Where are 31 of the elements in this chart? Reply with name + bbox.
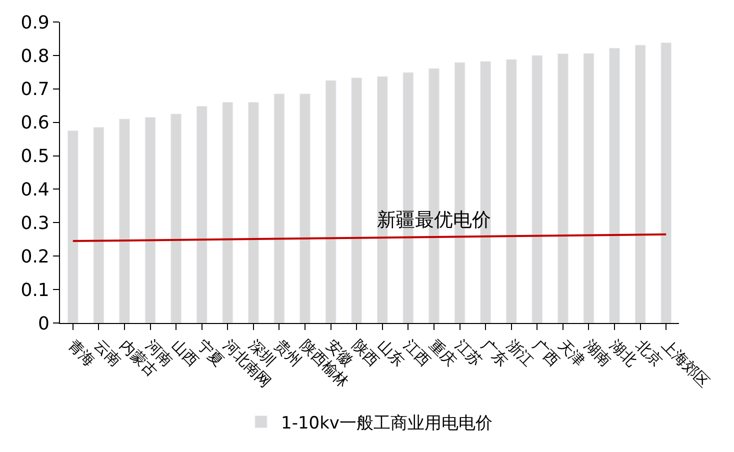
y-tick-label: 0.1 xyxy=(20,280,50,301)
bar xyxy=(583,53,594,323)
bar xyxy=(119,118,130,323)
bar xyxy=(144,117,156,323)
bar xyxy=(609,48,620,323)
bar xyxy=(274,94,285,323)
bar xyxy=(300,94,310,323)
y-tick-label: 0.6 xyxy=(20,112,50,134)
bar xyxy=(506,59,517,323)
y-tick-label: 0.5 xyxy=(20,146,50,168)
bar xyxy=(558,54,568,323)
y-tick-label: 0.7 xyxy=(20,79,50,100)
y-tick-label: 0 xyxy=(38,313,50,334)
y-tick-label: 0.9 xyxy=(20,12,50,34)
legend-label: 1-10kv一般工商业用电电价 xyxy=(281,413,492,434)
bar xyxy=(660,42,672,323)
annotation: 新疆最优电价 xyxy=(377,209,491,231)
bar xyxy=(93,127,104,323)
y-tick-label: 0.4 xyxy=(20,180,50,201)
bar xyxy=(634,44,646,323)
bar xyxy=(532,55,543,323)
bar xyxy=(351,78,362,323)
bar xyxy=(67,130,78,323)
bar xyxy=(222,102,234,323)
y-tick-label: 0.8 xyxy=(20,46,50,67)
y-tick-label: 0.2 xyxy=(20,246,50,268)
bar xyxy=(170,114,182,323)
bar xyxy=(325,80,336,323)
y-tick-label: 0.3 xyxy=(20,212,50,234)
bar xyxy=(248,102,259,323)
bar xyxy=(196,106,208,323)
